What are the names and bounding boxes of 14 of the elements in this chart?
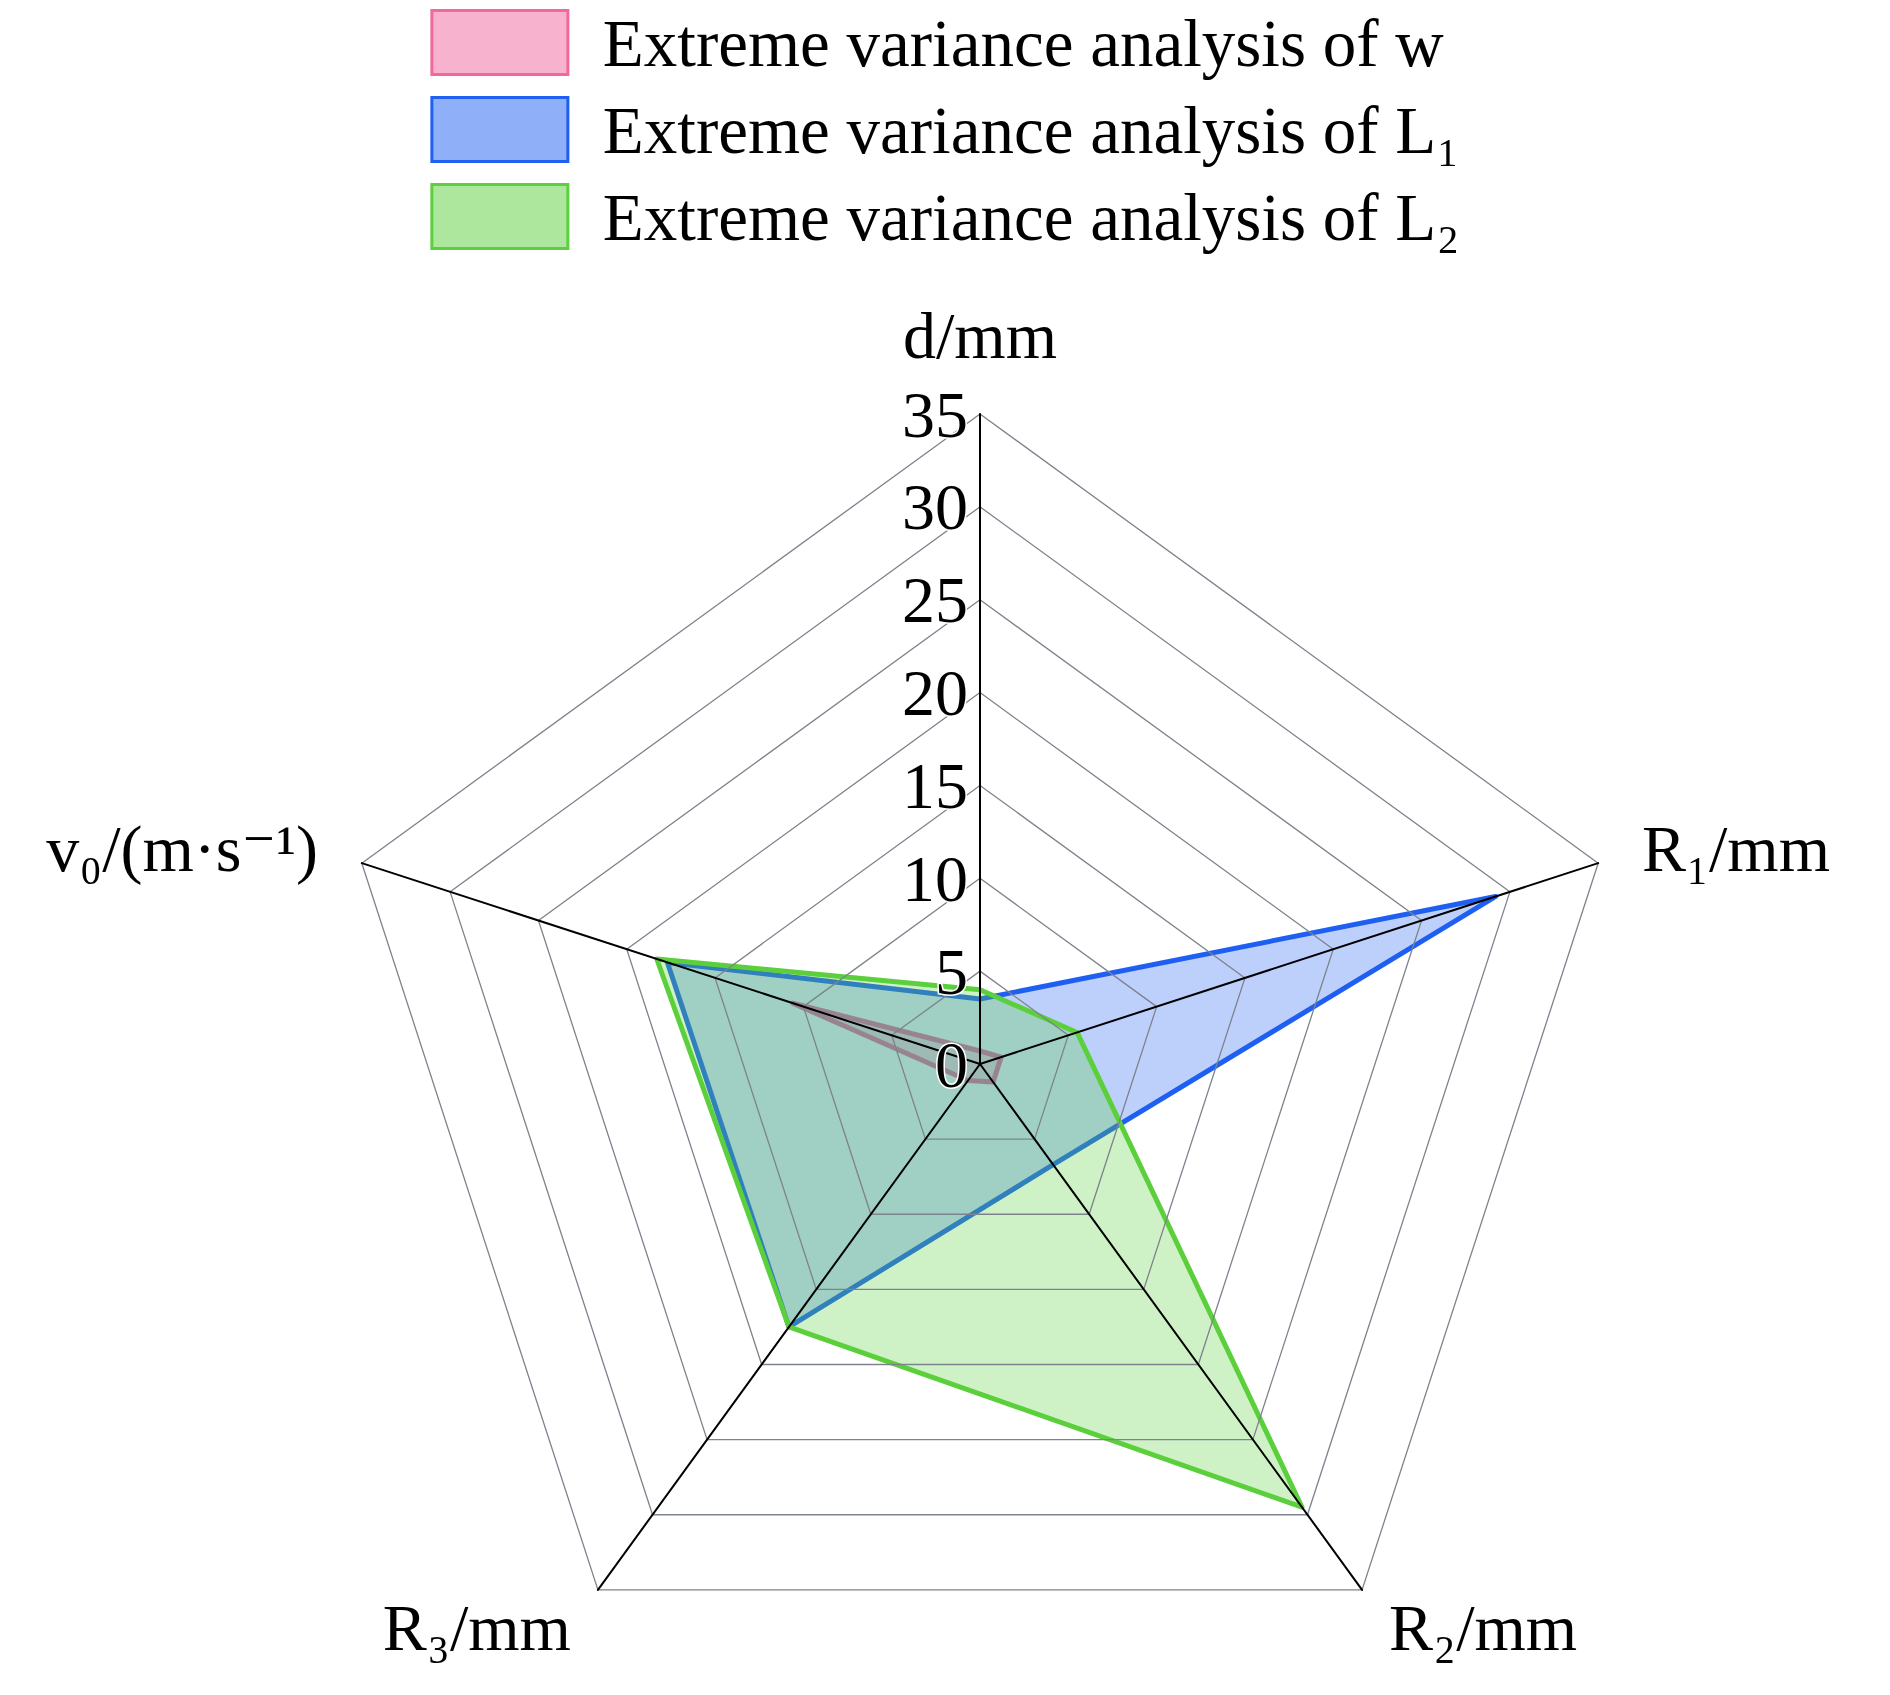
y-tick-label: 30 — [902, 470, 968, 544]
y-tick-label: 15 — [902, 748, 968, 822]
y-tick-label: 10 — [902, 841, 968, 915]
legend-label: Extreme variance analysis of L₁ — [602, 92, 1460, 167]
y-tick-label: 35 — [902, 377, 968, 451]
y-tick-label: 20 — [902, 656, 968, 730]
spoke-label: R₁/mm — [1641, 812, 1830, 886]
spoke-label: R₂/mm — [1389, 1590, 1578, 1664]
spoke-label: R₃/mm — [382, 1590, 571, 1664]
spoke-label: v₀/(m·s⁻¹) — [46, 812, 319, 887]
y-tick-label: 25 — [902, 563, 968, 637]
spoke-label: d/mm — [902, 298, 1058, 372]
legend-label: Extreme variance analysis of w — [602, 5, 1445, 80]
legend-label: Extreme variance analysis of L₂ — [602, 179, 1460, 254]
